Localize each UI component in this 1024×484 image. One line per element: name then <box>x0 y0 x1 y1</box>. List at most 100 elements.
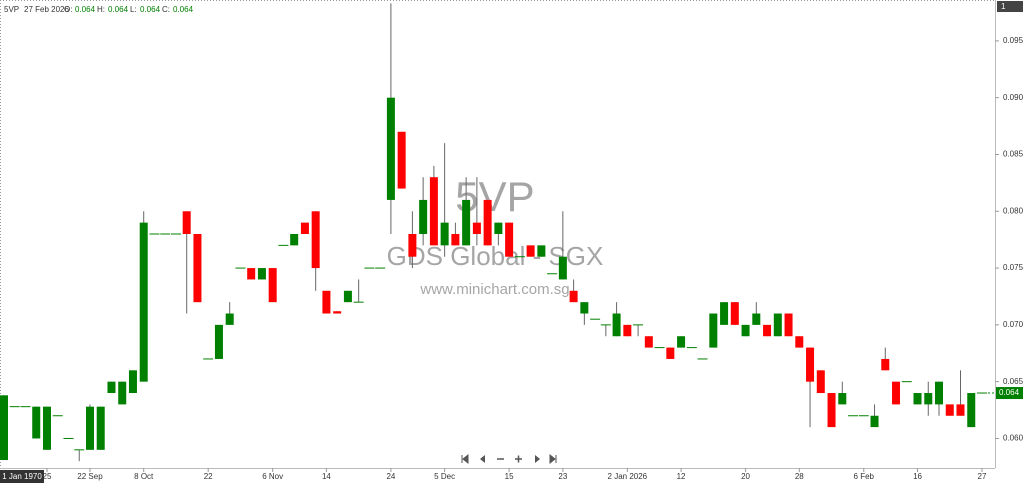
candle <box>257 268 266 280</box>
x-tick-label: 23 <box>558 472 567 481</box>
nav-last[interactable] <box>549 453 557 465</box>
y-tick-label: 0.095 <box>1003 36 1024 45</box>
candle <box>353 279 364 303</box>
candle <box>644 336 653 348</box>
watermark-site: www.minichart.com.sg <box>419 281 569 298</box>
nav-zoom-in[interactable] <box>515 455 522 463</box>
candle <box>752 302 761 325</box>
watermark-name: GDS Global - SGX <box>387 241 604 271</box>
nav-prev[interactable] <box>480 455 485 463</box>
cursor-date: 1 Jan 1970 <box>2 472 42 481</box>
candle-body <box>870 415 879 428</box>
y-tick-label: 0.085 <box>1003 150 1024 159</box>
candle-body <box>526 245 535 257</box>
field-value: 0.064 <box>75 5 96 14</box>
scale-button-label: 1 <box>1001 2 1006 11</box>
candle-body <box>935 381 944 405</box>
x-tick-label: 25 <box>43 472 52 481</box>
candle <box>118 381 127 405</box>
x-tick-label: 6 Feb <box>854 472 875 481</box>
candle <box>225 302 234 325</box>
header: 5VP 27 Feb 2026 O: 0.064 H: 0.064 L: 0.0… <box>4 5 194 14</box>
x-tick-label: 22 Sep <box>77 472 103 481</box>
candle-body <box>333 311 342 314</box>
nav-first[interactable] <box>461 453 469 465</box>
candle-body <box>42 406 51 450</box>
candle-body <box>193 234 202 303</box>
candle-body <box>311 211 320 269</box>
candle <box>311 211 320 291</box>
candle <box>419 177 428 246</box>
x-tick-label: 14 <box>322 472 331 481</box>
candle <box>440 143 449 257</box>
x-tick-label: 16 <box>913 472 922 481</box>
candle-body <box>881 358 890 371</box>
candle <box>505 222 514 257</box>
candle <box>537 245 546 257</box>
candle <box>569 279 578 303</box>
candle-body <box>494 222 503 234</box>
nav-next[interactable] <box>535 455 540 463</box>
candle-body <box>623 324 632 337</box>
x-tick-label: 27 <box>978 472 987 481</box>
candle-body <box>763 324 772 337</box>
candle-body <box>741 324 750 337</box>
candle-body <box>139 222 148 382</box>
candle-body <box>913 393 922 405</box>
candle-body <box>816 370 825 394</box>
candle-body <box>32 406 41 439</box>
scale-button[interactable] <box>997 1 1023 12</box>
candle-body <box>128 370 137 394</box>
candle-body <box>677 336 686 348</box>
candle <box>408 211 417 269</box>
candle-body <box>451 234 460 246</box>
y-tick-label: 0.065 <box>1003 377 1024 386</box>
candle-body <box>85 406 94 450</box>
x-tick-label: 6 Nov <box>262 472 283 481</box>
candle <box>451 222 460 246</box>
candle <box>397 131 406 189</box>
y-tick-label: 0.080 <box>1003 206 1024 215</box>
candle <box>956 370 965 416</box>
candle-body <box>472 222 481 234</box>
last-price-label: 0.064 <box>999 388 1020 397</box>
candle <box>42 406 51 450</box>
candle-body <box>924 393 933 405</box>
candle <box>462 177 471 246</box>
candle <box>666 347 675 359</box>
candle-body <box>644 336 653 348</box>
candle <box>763 324 772 337</box>
y-tick-label: 0.070 <box>1003 320 1024 329</box>
candle <box>709 313 718 348</box>
candle <box>139 211 148 382</box>
candle <box>795 336 804 348</box>
candle <box>494 222 503 246</box>
x-tick-label: 20 <box>741 472 750 481</box>
last-price-tag <box>996 387 1023 400</box>
candle <box>935 381 944 416</box>
x-tick-label: 22 <box>204 472 213 481</box>
candle <box>85 404 94 450</box>
candle-body <box>268 268 277 303</box>
candle-body <box>429 177 438 246</box>
symbol: 5VP <box>4 5 19 14</box>
field-value: 0.064 <box>173 5 194 14</box>
candle <box>214 324 223 359</box>
candle-body <box>343 290 352 303</box>
candle-body <box>666 347 675 359</box>
candle <box>580 302 589 325</box>
field-label: C: <box>162 5 170 14</box>
x-tick-label: 12 <box>677 472 686 481</box>
candle-body <box>96 406 105 450</box>
candle-body <box>569 290 578 303</box>
candle <box>924 381 933 416</box>
candle-body <box>419 199 428 234</box>
candle <box>633 324 644 337</box>
field-label: O: <box>64 5 72 14</box>
candle <box>730 302 739 325</box>
candle <box>472 177 481 246</box>
candle-body <box>408 234 417 257</box>
candle-body <box>967 393 976 428</box>
field-label: L: <box>130 5 137 14</box>
